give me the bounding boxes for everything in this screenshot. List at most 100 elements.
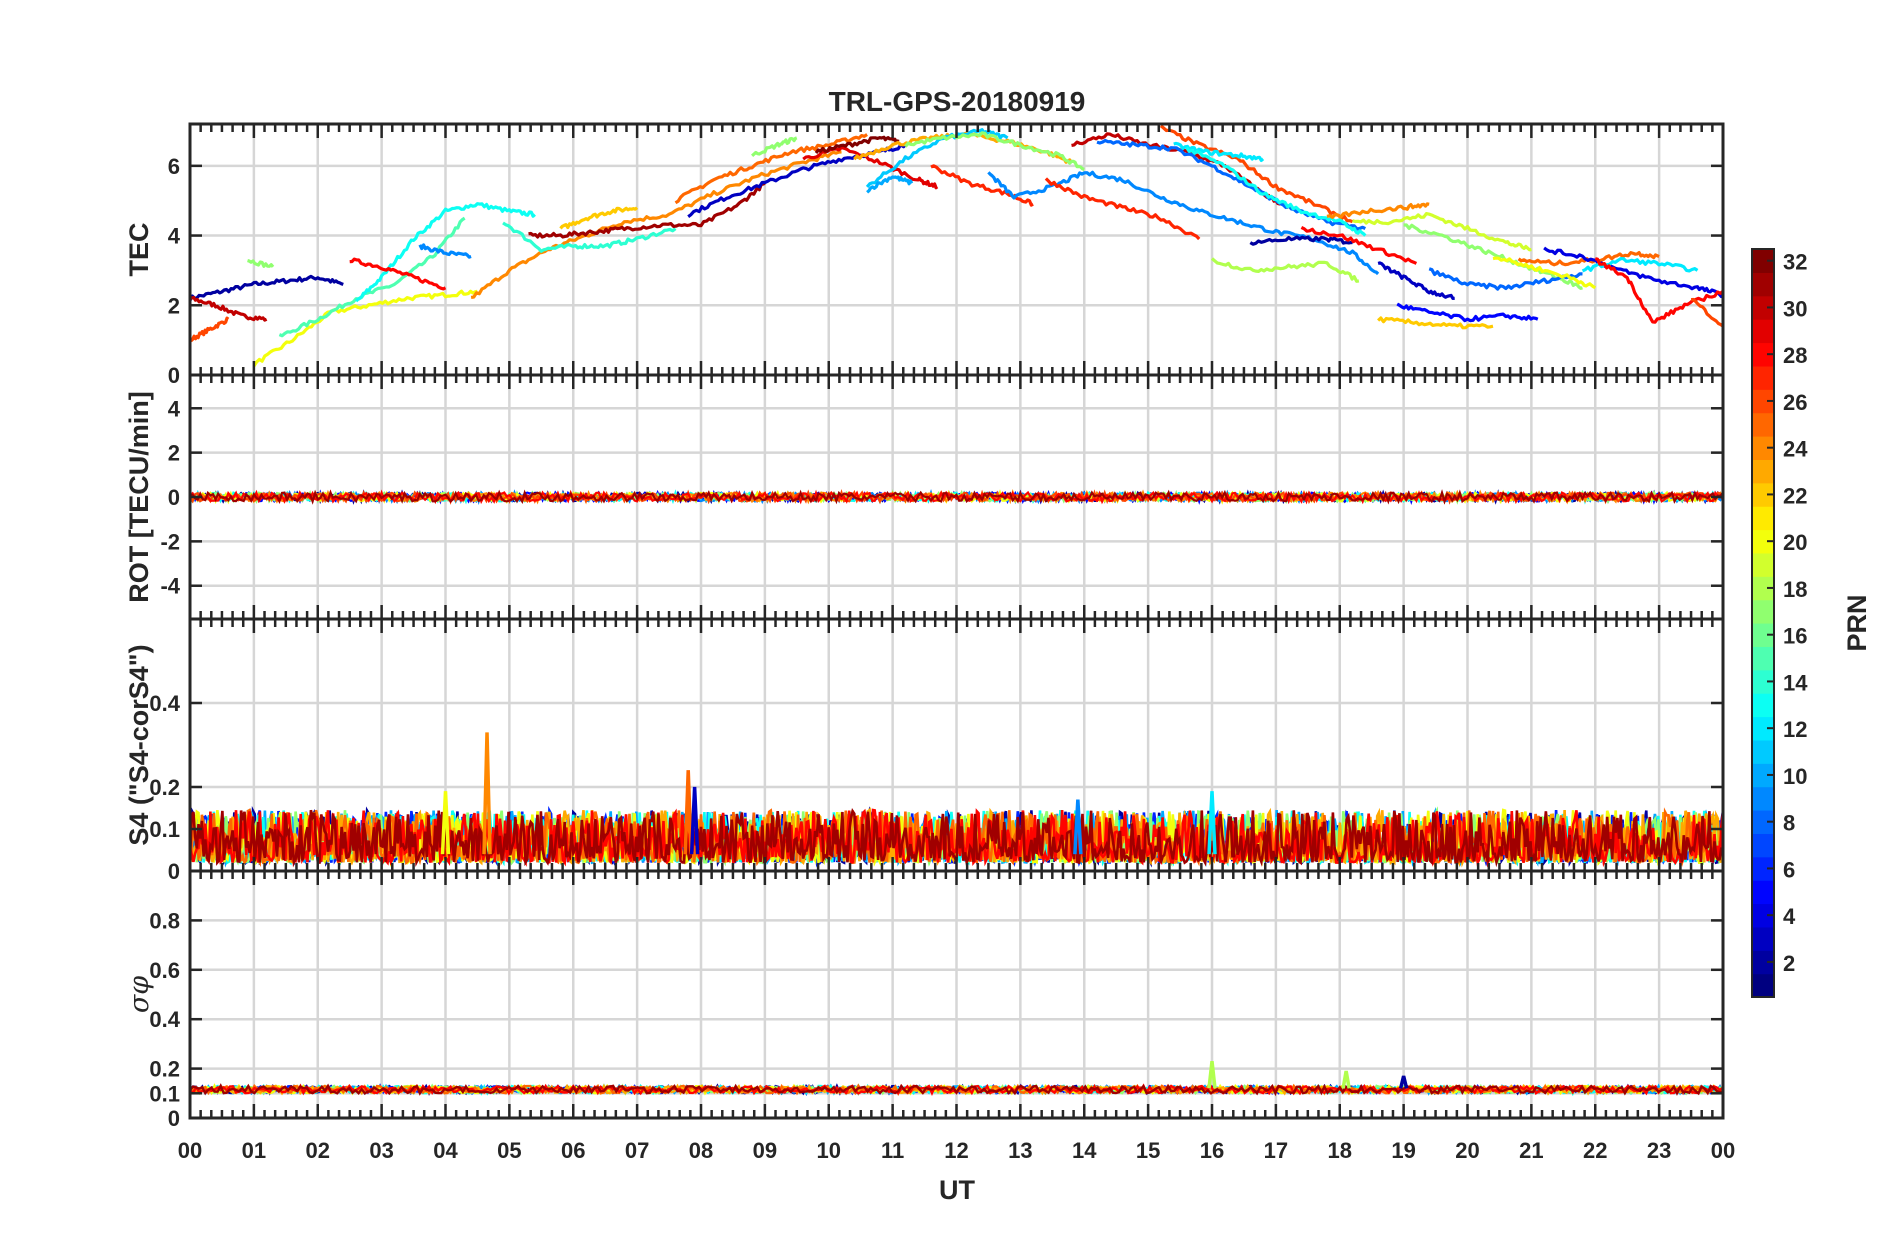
x-tick-label: 22 [1583, 1138, 1607, 1163]
colorbar-frame [1751, 248, 1775, 998]
spike-prn-20 [440, 791, 451, 855]
colorbar-bin [1752, 342, 1774, 367]
tec-series-prn-27 [930, 164, 1034, 207]
tec-series-prn-10 [866, 175, 914, 194]
y-tick-label: 4 [168, 396, 181, 421]
tec-series-prn-32 [814, 135, 900, 154]
tec-series-prn-30 [190, 295, 268, 322]
tec-series-prn-3 [687, 143, 907, 218]
tec-series-prn-9 [987, 170, 1380, 276]
x-tick-label: 19 [1391, 1138, 1415, 1163]
colorbar-bin [1752, 482, 1774, 507]
colorbar-bin [1752, 903, 1774, 928]
colorbar-bin [1752, 810, 1774, 834]
colorbar-bin [1752, 763, 1774, 788]
y-tick-label: 0 [168, 485, 180, 510]
colorbar-bin [1752, 319, 1774, 344]
y-axis-label: σφ [124, 976, 155, 1013]
colorbar-tick-label: 2 [1783, 951, 1795, 976]
x-tick-label: 21 [1519, 1138, 1543, 1163]
y-axis: 0 2 4 6 [168, 154, 1723, 388]
y-tick-label: 0.4 [149, 691, 180, 716]
x-axis-label: UT [939, 1175, 975, 1205]
tec-series-prn-9 [418, 243, 472, 259]
tec-series-prn-26 [1159, 124, 1354, 224]
colorbar-bin [1752, 739, 1774, 764]
y-tick-label: 0.6 [149, 958, 180, 983]
colorbar-bin [1752, 459, 1774, 484]
y-tick-label: 0.2 [149, 1057, 180, 1082]
x-ticks [188, 871, 1725, 1118]
tec-series-prn-20 [1492, 256, 1597, 290]
x-tick-label: 09 [753, 1138, 777, 1163]
colorbar-tick-label: 20 [1783, 530, 1807, 555]
colorbar-bin [1752, 693, 1774, 718]
colorbar-bin [1752, 552, 1774, 577]
tec-series-prn-12 [1581, 257, 1699, 273]
y-tick-label: 0.1 [149, 1081, 180, 1106]
colorbar-bin [1752, 646, 1774, 671]
colorbar-tick-label: 24 [1783, 437, 1808, 462]
colorbar-bin [1752, 833, 1774, 858]
x-tick-label: 10 [817, 1138, 841, 1163]
y-tick-label: 0.2 [149, 775, 180, 800]
spike-prn-3 [689, 786, 700, 855]
y-tick-label: 0.1 [149, 817, 180, 842]
tec-series-prn-4 [1543, 246, 1723, 298]
x-tick-label: 20 [1455, 1138, 1479, 1163]
tec-series-prn-26 [1690, 297, 1723, 328]
y-axis: -4 -2 0 2 4 [160, 396, 1723, 599]
spike-prn-12 [1207, 791, 1217, 855]
tec-series-prn-13 [1185, 146, 1367, 237]
colorbar-bin [1752, 529, 1774, 554]
colorbar-bin [1752, 973, 1774, 998]
x-tick-label: 14 [1072, 1138, 1097, 1163]
tec-series-prn-19 [1352, 212, 1532, 252]
colorbar-bin [1752, 950, 1774, 975]
colorbar-bin [1752, 412, 1774, 437]
tec-series-prn-28 [1300, 225, 1418, 265]
colorbar-label: PRN [1842, 594, 1872, 651]
tec-series-prn-5 [1396, 302, 1539, 323]
y-tick-label: -2 [160, 529, 180, 554]
y-tick-label: -4 [160, 574, 180, 599]
tec-series-prn-2 [1249, 235, 1353, 246]
tec-series-prn-17 [751, 136, 798, 157]
colorbar-tick-label: 26 [1783, 390, 1807, 415]
y-axis-label: ROT [TECU/min] [124, 391, 154, 602]
x-tick-label: 08 [689, 1138, 713, 1163]
panel-rot: -4 -2 0 2 4 ROT [TECU/min] [124, 373, 1725, 621]
x-tick-label: 23 [1647, 1138, 1671, 1163]
spike-prn-24 [482, 732, 492, 855]
tec-series-prn-13 [354, 202, 536, 303]
colorbar-bin [1752, 623, 1774, 647]
tec-series-prn-25 [674, 133, 868, 205]
data-layer [190, 1060, 1723, 1097]
x-tick-label: 13 [1008, 1138, 1032, 1163]
spike-prn-25 [683, 770, 693, 855]
colorbar-bin [1752, 295, 1774, 320]
y-axis: 0 0.1 0.2 0.4 [149, 691, 1723, 884]
tec-series-prn-24 [1326, 202, 1430, 219]
x-tick-label: 03 [369, 1138, 393, 1163]
tec-series-prn-31 [528, 181, 766, 239]
colorbar-tick-label: 28 [1783, 343, 1807, 368]
colorbar-bin [1752, 716, 1774, 741]
data-layer [190, 124, 1723, 367]
colorbar-tick-label: 14 [1783, 670, 1808, 695]
spike-prn-18 [1207, 1060, 1217, 1089]
grid [188, 124, 1725, 377]
panel-tec: 0 2 4 6 TEC [124, 122, 1725, 388]
sigma-phi-series-prn-31 [190, 1083, 1723, 1097]
colorbar-tick-label: 8 [1783, 811, 1795, 836]
x-tick-label: 12 [944, 1138, 968, 1163]
colorbar-bin [1752, 249, 1774, 273]
tec-series-prn-8 [1428, 267, 1583, 291]
spike-prn-9 [1073, 799, 1083, 855]
x-tick-label: 15 [1136, 1138, 1160, 1163]
spike-prn-18 [1341, 1070, 1351, 1089]
tec-series-prn-3 [1377, 261, 1455, 300]
tec-series-prn-22 [1377, 316, 1494, 330]
